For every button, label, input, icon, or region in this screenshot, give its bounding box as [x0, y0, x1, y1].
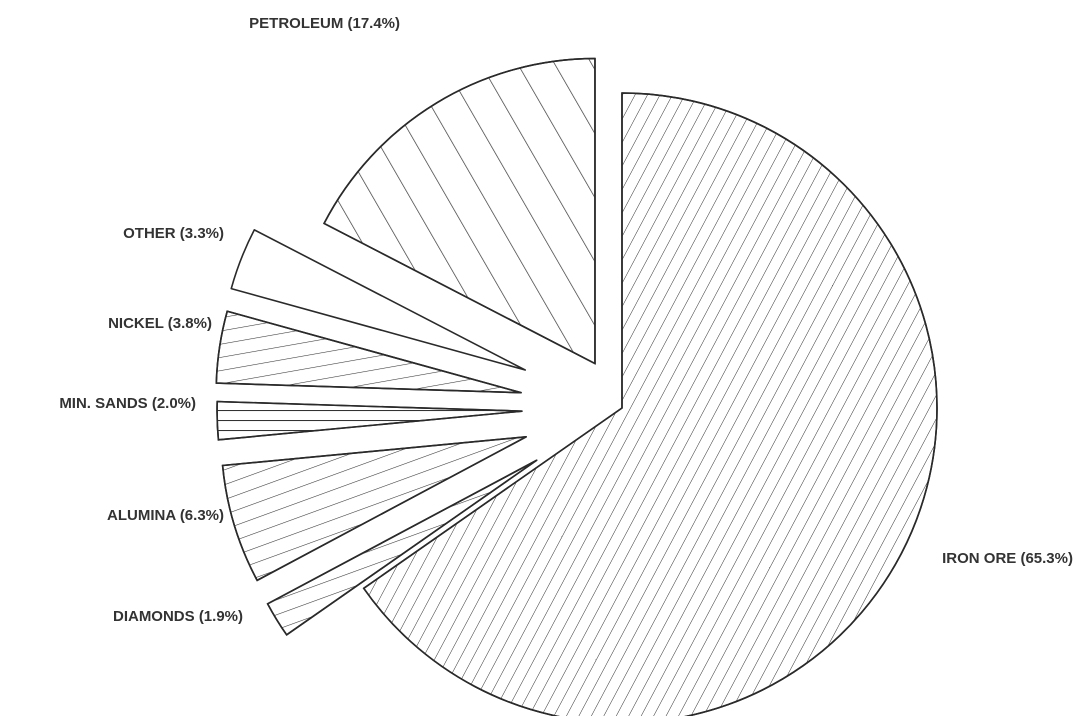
slice-label-nickel: NICKEL (3.8%) — [108, 315, 212, 332]
pie-slice-hatch-iron-ore — [363, 93, 937, 716]
pie-labels: IRON ORE (65.3%) DIAMONDS (1.9%) ALUMINA (… — [59, 15, 1073, 625]
pie-slice-outline-diamonds — [266, 459, 538, 636]
slice-label-alumina: ALUMINA (6.3%) — [107, 507, 224, 524]
pie-slices — [215, 57, 938, 716]
slice-label-petroleum: PETROLEUM (17.4%) — [249, 15, 400, 32]
pie-slice-outline-min-sands — [216, 400, 523, 441]
pie-slice-outline-alumina — [221, 436, 527, 582]
pie-slice-outline-iron-ore — [362, 92, 938, 716]
pie-slice-hatch-diamonds — [267, 460, 537, 635]
pie-slice-other — [230, 229, 526, 371]
slice-label-iron-ore: IRON ORE (65.3%) — [942, 550, 1073, 567]
pie-slice-hatch-petroleum — [324, 58, 595, 364]
pie-slice-hatch-min-sands — [217, 401, 523, 440]
pie-slice-hatch-alumina — [222, 436, 527, 581]
slice-label-diamonds: DIAMONDS (1.9%) — [113, 608, 243, 625]
slice-label-other: OTHER (3.3%) — [123, 225, 224, 242]
pie-slice-outline-petroleum — [323, 57, 596, 365]
slice-label-min-sands: MIN. SANDS (2.0%) — [59, 395, 196, 412]
pie-slice-outline-nickel — [215, 310, 522, 394]
